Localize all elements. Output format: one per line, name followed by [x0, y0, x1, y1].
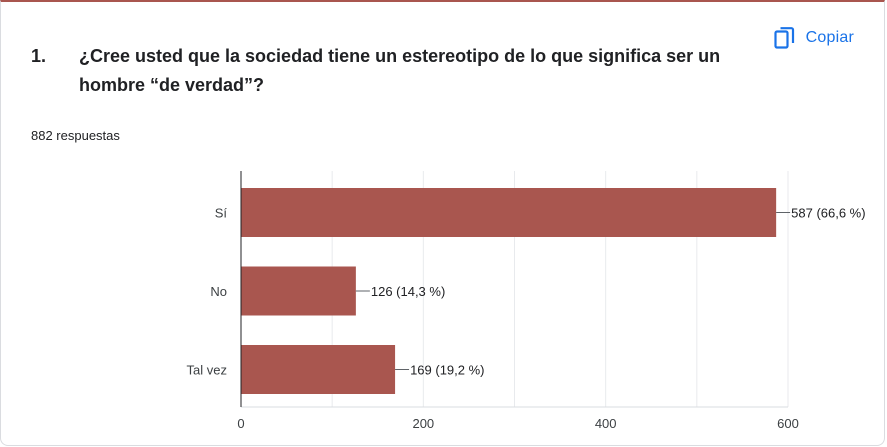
category-label: Tal vez: [187, 363, 227, 378]
copy-button[interactable]: Copiar: [774, 26, 854, 50]
data-label: 587 (66,6 %): [791, 206, 865, 221]
x-tick-label: 0: [237, 416, 244, 431]
x-tick-label: 400: [595, 416, 617, 431]
x-tick-label: 600: [777, 416, 799, 431]
data-label: 169 (19,2 %): [410, 363, 484, 378]
bar: [241, 188, 777, 237]
question-title: 1. ¿Cree usted que la sociedad tiene un …: [31, 42, 731, 100]
bar: [241, 345, 396, 394]
x-tick-label: 200: [412, 416, 434, 431]
data-label: 126 (14,3 %): [371, 284, 445, 299]
question-number: 1.: [31, 46, 47, 66]
copy-label: Copiar: [805, 29, 854, 46]
copy-icon: [774, 27, 794, 49]
response-count: 882 respuestas: [31, 128, 120, 143]
category-label: No: [210, 284, 227, 299]
bar: [241, 266, 356, 316]
question-text: ¿Cree usted que la sociedad tiene un est…: [79, 46, 721, 95]
category-label: Sí: [215, 206, 228, 221]
